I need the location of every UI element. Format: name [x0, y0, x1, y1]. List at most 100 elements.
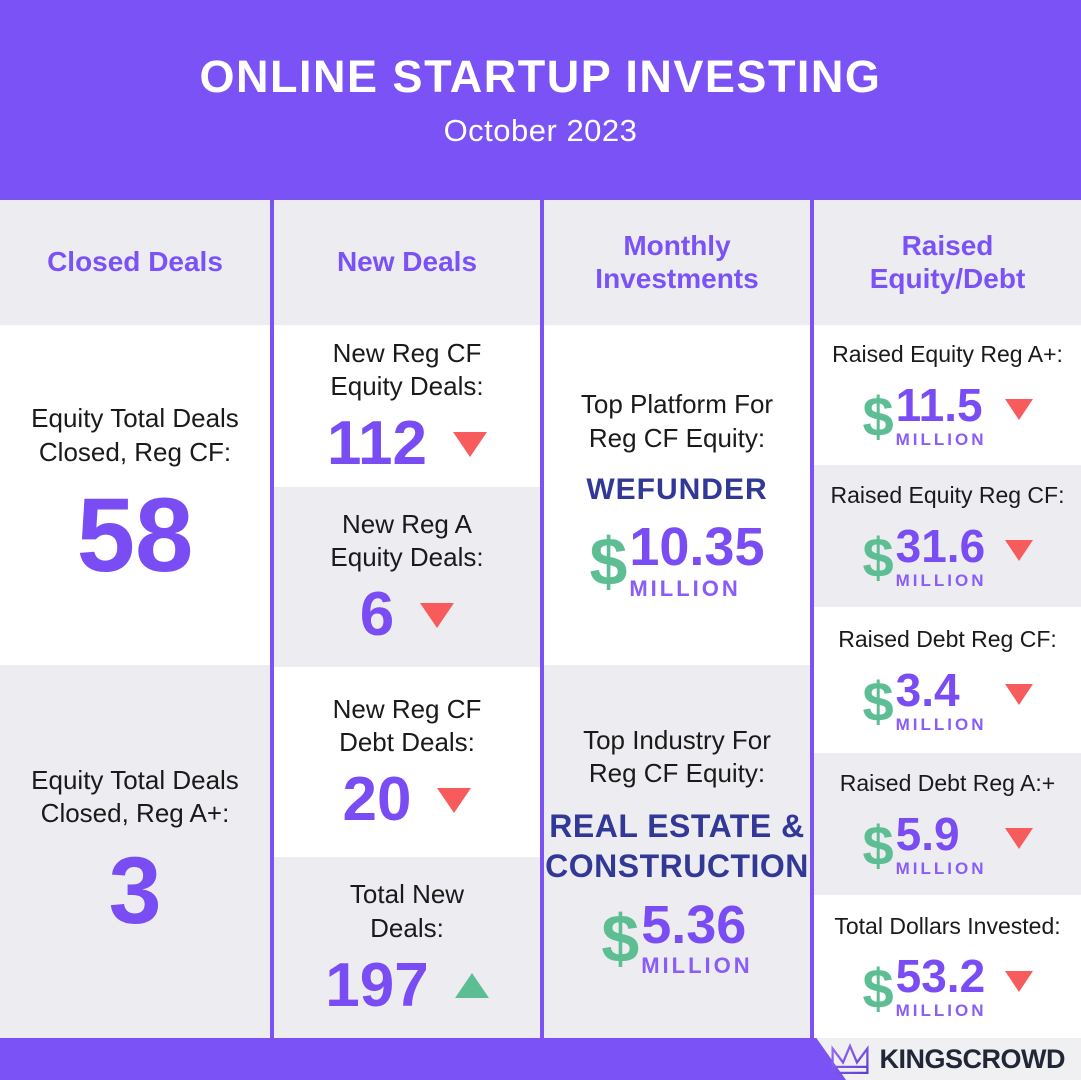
amount-row: $ 3.4 MILLION: [862, 663, 1033, 735]
stat-label: Equity Total Deals Closed, Reg CF:: [31, 403, 239, 467]
stats-grid: Closed Deals Equity Total Deals Closed, …: [0, 200, 1081, 1038]
trend-down-icon: [437, 787, 472, 813]
stat-cell-new-rega-equity: New Reg A Equity Deals: 6: [274, 487, 540, 667]
amount-unit: MILLION: [895, 858, 987, 878]
stat-label: New Reg CF Equity Deals:: [330, 337, 484, 401]
column-raised-equity-debt: Raised Equity/Debt Raised Equity Reg A+:…: [810, 200, 1081, 1038]
amount-unit: MILLION: [895, 570, 987, 590]
amount-row: $ 11.5 MILLION: [862, 378, 1033, 450]
amount: 53.2 MILLION: [895, 950, 987, 1021]
stat-label: New Reg A Equity Deals:: [330, 508, 484, 572]
stat-value: 58: [76, 476, 194, 594]
stat-value-row: 197: [325, 950, 489, 1020]
stat-label: New Reg CF Debt Deals:: [332, 693, 482, 757]
column-title: Monthly Investments: [595, 230, 759, 294]
amount-row: $ 10.35 MILLION: [589, 517, 765, 601]
amount-unit: MILLION: [895, 429, 987, 449]
amount-number: 31.6: [895, 519, 986, 572]
stat-label: Equity Total Deals Closed, Reg A+:: [31, 764, 239, 828]
amount-row: $ 5.9 MILLION: [862, 807, 1033, 879]
amount-number: 3.4: [895, 663, 960, 716]
column-header: Closed Deals: [0, 200, 270, 325]
column-monthly-investments: Monthly Investments Top Platform For Reg…: [540, 200, 810, 1038]
amount: 5.36 MILLION: [641, 895, 753, 979]
amount: 10.35 MILLION: [629, 517, 765, 601]
column-title: Closed Deals: [47, 246, 223, 278]
amount-number: 10.35: [629, 517, 765, 578]
stat-value: 3: [108, 838, 162, 945]
stat-value-row: 6: [359, 580, 455, 650]
dollar-icon: $: [862, 526, 894, 590]
page-subtitle: October 2023: [443, 113, 638, 148]
stat-cell-raised-equity-regcf: Raised Equity Reg CF: $ 31.6 MILLION: [814, 465, 1081, 607]
amount-row: $ 53.2 MILLION: [862, 950, 1033, 1021]
column-header: Monthly Investments: [544, 200, 810, 325]
stat-cell-top-industry: Top Industry For Reg CF Equity: REAL EST…: [544, 665, 810, 1038]
trend-down-icon: [1004, 970, 1033, 992]
stat-value-row: 112: [326, 409, 488, 479]
amount: 5.9 MILLION: [895, 807, 987, 879]
column-title: New Deals: [336, 246, 478, 278]
page-title: ONLINE STARTUP INVESTING: [199, 51, 882, 102]
trend-down-icon: [1004, 540, 1033, 562]
trend-down-icon: [1004, 399, 1033, 421]
amount-unit: MILLION: [641, 953, 753, 979]
dollar-icon: $: [601, 901, 640, 978]
trend-up-icon: [454, 973, 489, 999]
amount-unit: MILLION: [895, 714, 987, 734]
column-header: New Deals: [274, 200, 540, 325]
dollar-icon: $: [862, 814, 894, 878]
brand-logo: KINGSCROWD: [830, 1038, 1066, 1080]
stat-label: Top Industry For Reg CF Equity:: [583, 724, 771, 788]
stat-cell-closed-reg-cf: Equity Total Deals Closed, Reg CF: 58: [0, 325, 270, 665]
trend-down-icon: [1004, 828, 1033, 850]
stat-value: 112: [326, 409, 428, 479]
column-closed-deals: Closed Deals Equity Total Deals Closed, …: [0, 200, 270, 1038]
amount: 11.5 MILLION: [895, 378, 987, 450]
platform-name: WEFUNDER: [586, 472, 768, 506]
stat-value: 197: [325, 950, 429, 1020]
stat-cell-raised-debt-regcf: Raised Debt Reg CF: $ 3.4 MILLION: [814, 607, 1081, 753]
dollar-icon: $: [862, 385, 894, 449]
stat-cell-raised-debt-rega: Raised Debt Reg A:+ $ 5.9 MILLION: [814, 753, 1081, 895]
header-banner: ONLINE STARTUP INVESTING October 2023: [0, 0, 1081, 200]
trend-down-icon: [420, 602, 455, 628]
amount-row: $ 5.36 MILLION: [601, 895, 753, 979]
footer-purple-wedge: [0, 1038, 846, 1080]
stat-value: 20: [342, 765, 412, 835]
stat-label: Total Dollars Invested:: [834, 912, 1061, 939]
stat-cell-total-dollars-invested: Total Dollars Invested: $ 53.2 MILLION: [814, 895, 1081, 1038]
stat-value-row: 20: [343, 769, 472, 831]
dollar-icon: $: [589, 523, 628, 600]
stat-value: 6: [359, 580, 395, 650]
brand-name: KINGSCROWD: [879, 1043, 1066, 1074]
dollar-icon: $: [862, 670, 894, 734]
stat-label: Raised Debt Reg CF:: [838, 626, 1057, 653]
amount-number: 5.9: [895, 807, 960, 860]
crown-icon: [830, 1043, 869, 1075]
stat-cell-new-regcf-debt: New Reg CF Debt Deals: 20: [274, 667, 540, 857]
trend-down-icon: [453, 431, 488, 457]
amount-number: 11.5: [895, 378, 983, 431]
trend-down-icon: [1004, 684, 1033, 706]
stat-label: Raised Equity Reg A+:: [832, 341, 1063, 368]
dollar-icon: $: [862, 956, 894, 1020]
industry-name: REAL ESTATE & CONSTRUCTION: [545, 808, 809, 885]
column-title: Raised Equity/Debt: [869, 230, 1026, 294]
column-new-deals: New Deals New Reg CF Equity Deals: 112 N…: [270, 200, 540, 1038]
stat-label: Total New Deals:: [349, 879, 465, 943]
amount-row: $ 31.6 MILLION: [862, 519, 1033, 591]
stat-cell-closed-reg-a: Equity Total Deals Closed, Reg A+: 3: [0, 665, 270, 1038]
column-header: Raised Equity/Debt: [814, 200, 1081, 325]
stat-cell-top-platform: Top Platform For Reg CF Equity: WEFUNDER…: [544, 325, 810, 665]
amount-unit: MILLION: [895, 1001, 987, 1021]
amount-number: 5.36: [641, 895, 747, 956]
stat-cell-raised-equity-rega: Raised Equity Reg A+: $ 11.5 MILLION: [814, 325, 1081, 465]
amount: 3.4 MILLION: [895, 663, 987, 735]
amount-unit: MILLION: [629, 575, 741, 601]
stat-cell-total-new-deals: Total New Deals: 197: [274, 857, 540, 1038]
stat-label: Raised Equity Reg CF:: [830, 482, 1065, 509]
stat-label: Top Platform For Reg CF Equity:: [580, 389, 774, 453]
amount-number: 53.2: [895, 950, 986, 1003]
